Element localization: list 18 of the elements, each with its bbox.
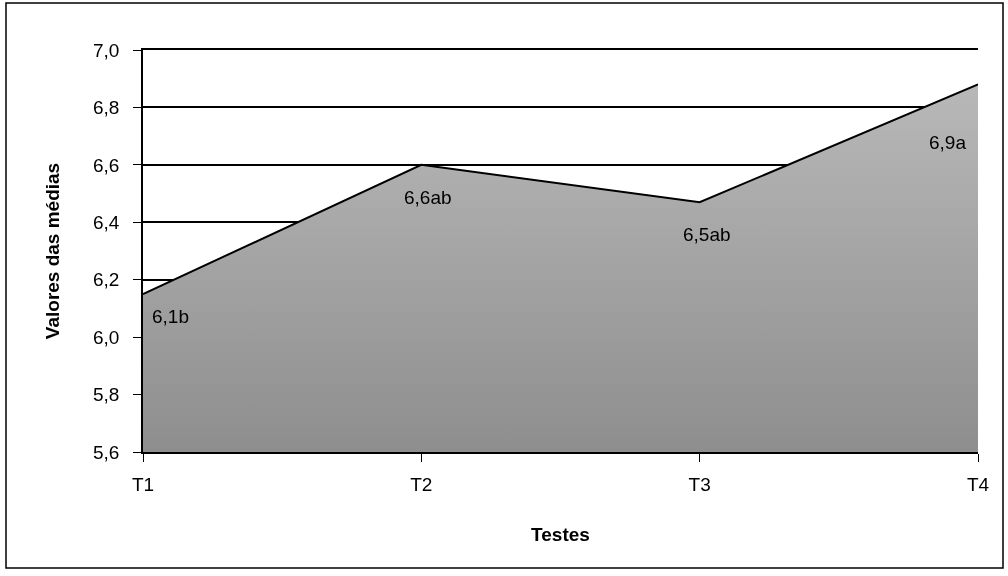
- y-tick-label: 5,8: [93, 384, 120, 406]
- x-tick-label: T3: [688, 473, 711, 495]
- x-tick-label: T4: [966, 473, 990, 495]
- y-tick-label: 6,2: [93, 269, 120, 291]
- y-tick-label: 5,6: [93, 441, 120, 463]
- y-tick-label: 6,6: [93, 154, 120, 176]
- data-label: 6,9a: [929, 132, 967, 153]
- x-tick-label: T2: [410, 473, 433, 495]
- data-label: 6,6ab: [404, 187, 452, 208]
- x-tick-label: T1: [131, 473, 155, 495]
- y-tick-label: 6,0: [93, 326, 120, 348]
- y-tick-label: 6,4: [93, 211, 120, 233]
- y-tick-label: 6,8: [93, 97, 120, 119]
- x-axis-title: Testes: [531, 523, 590, 545]
- y-tick-label: 7,0: [93, 39, 120, 61]
- data-label: 6,1b: [152, 306, 189, 327]
- data-label: 6,5ab: [683, 224, 731, 245]
- y-axis-title: Valores das médias: [42, 162, 64, 340]
